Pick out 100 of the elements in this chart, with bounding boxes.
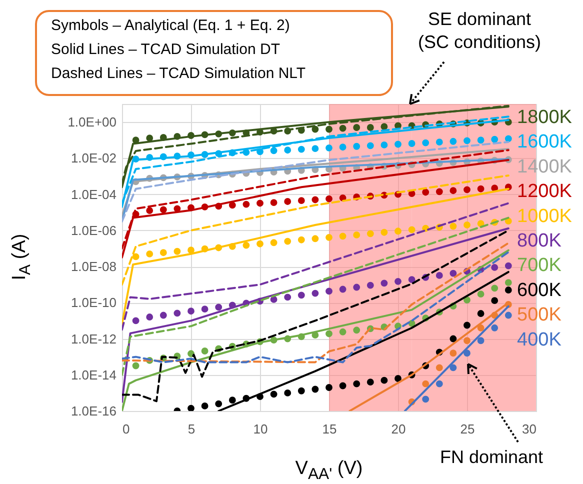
point: [312, 145, 319, 152]
series-label: 1200K: [517, 181, 572, 202]
point: [477, 337, 484, 344]
x-tick-label: 10: [253, 422, 268, 436]
line-series: [122, 148, 510, 217]
point: [174, 310, 181, 317]
point: [284, 146, 292, 154]
line-series: [218, 270, 510, 411]
band-label: FN dominant: [440, 446, 544, 469]
point: [504, 262, 512, 270]
point: [201, 306, 208, 313]
point: [366, 230, 374, 238]
point: [146, 250, 154, 258]
point: [436, 380, 443, 388]
point: [298, 292, 305, 299]
point: [270, 199, 278, 206]
point: [326, 384, 332, 391]
point: [256, 240, 264, 248]
point: [326, 234, 332, 241]
point: [464, 137, 470, 144]
point: [450, 187, 457, 194]
y-tick-label: 1.0E-14: [70, 367, 116, 382]
point: [408, 226, 416, 234]
x-tick-label: 20: [391, 422, 406, 436]
point: [146, 207, 154, 214]
point: [477, 290, 484, 298]
point: [394, 140, 402, 148]
point: [326, 195, 332, 202]
point: [132, 253, 140, 260]
point: [228, 396, 236, 404]
point: [312, 290, 319, 297]
point: [436, 138, 443, 146]
point: [188, 246, 194, 254]
point: [174, 248, 181, 255]
point: [132, 362, 140, 370]
series-label: 1600K: [517, 132, 572, 153]
point: [477, 136, 484, 144]
point: [491, 324, 498, 332]
series-label: 400K: [517, 329, 562, 350]
y-tick-label: 1.0E-04: [70, 186, 116, 202]
point: [326, 288, 332, 295]
point: [353, 326, 360, 334]
point: [450, 335, 457, 342]
x-tick-label: 30: [522, 422, 536, 436]
point: [464, 322, 470, 329]
point: [160, 312, 167, 319]
series-label: 1000K: [517, 206, 572, 227]
point: [464, 296, 470, 304]
y-tick-label: 1.0E-08: [70, 259, 116, 274]
point: [339, 232, 346, 240]
point: [298, 236, 305, 244]
point: [339, 124, 346, 132]
y-tick-label: 1.0E-02: [70, 150, 116, 166]
point: [312, 126, 319, 133]
series-label: 700K: [517, 255, 562, 276]
point: [284, 294, 292, 301]
point: [504, 279, 512, 286]
point: [284, 198, 292, 205]
point: [436, 188, 443, 196]
point: [394, 375, 402, 382]
point: [477, 310, 484, 317]
series-label: 600K: [517, 280, 562, 301]
point: [270, 147, 278, 154]
point: [394, 228, 402, 235]
point: [146, 134, 154, 142]
point: [450, 138, 457, 145]
point: [215, 304, 222, 311]
point: [477, 185, 484, 192]
point: [228, 202, 236, 209]
point: [366, 124, 374, 131]
point: [380, 376, 388, 384]
series-label: 800K: [517, 230, 562, 252]
point: [160, 206, 167, 214]
point: [270, 390, 278, 398]
point: [504, 286, 512, 294]
point: [477, 324, 484, 332]
point: [380, 123, 388, 130]
point: [298, 197, 305, 204]
point: [353, 142, 360, 150]
y-tick-label: 1.0E-10: [70, 295, 116, 310]
point: [188, 404, 194, 411]
point: [408, 276, 416, 284]
point: [242, 200, 250, 208]
y-tick-label: 1.0E-12: [70, 331, 116, 346]
point: [491, 264, 498, 271]
point: [450, 364, 457, 372]
series-label: 500K: [517, 304, 562, 326]
point: [464, 186, 470, 194]
point: [284, 238, 292, 245]
point: [132, 317, 140, 324]
point: [256, 200, 264, 207]
point: [366, 282, 374, 289]
x-axis-title: V$_{AA'}$ (V): [295, 458, 363, 484]
point: [422, 380, 430, 388]
y-tick-label: 1.0E+00: [68, 114, 116, 130]
line-series: [122, 249, 510, 411]
point: [408, 140, 416, 147]
point: [422, 139, 430, 146]
point: [312, 386, 319, 393]
point: [188, 308, 194, 315]
